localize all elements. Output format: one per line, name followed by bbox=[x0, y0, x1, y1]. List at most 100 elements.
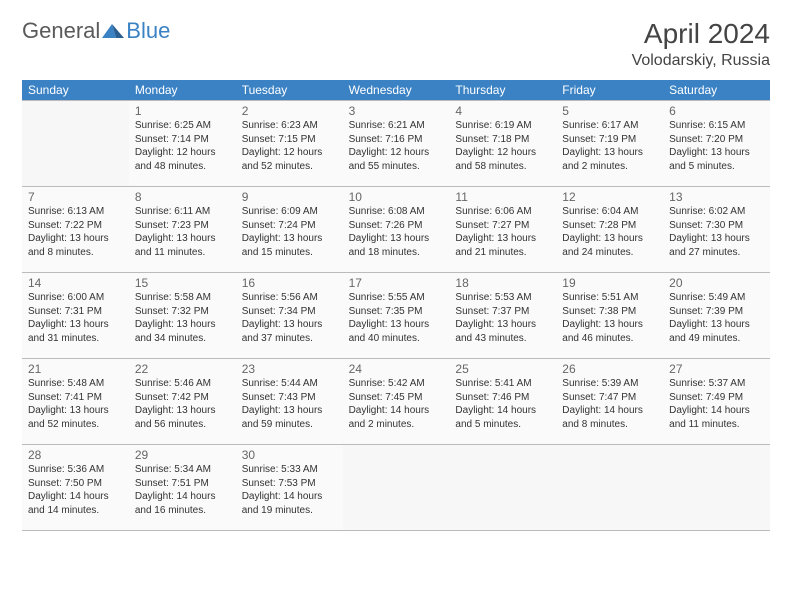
calendar-cell: 21Sunrise: 5:48 AMSunset: 7:41 PMDayligh… bbox=[22, 358, 129, 444]
calendar-cell: 22Sunrise: 5:46 AMSunset: 7:42 PMDayligh… bbox=[129, 358, 236, 444]
day-number: 28 bbox=[28, 448, 123, 462]
day-info: Sunrise: 5:44 AMSunset: 7:43 PMDaylight:… bbox=[242, 377, 337, 431]
weekday-header-cell: Wednesday bbox=[343, 80, 450, 100]
day-info: Sunrise: 6:21 AMSunset: 7:16 PMDaylight:… bbox=[349, 119, 444, 173]
day-info: Sunrise: 6:15 AMSunset: 7:20 PMDaylight:… bbox=[669, 119, 764, 173]
calendar-cell: 29Sunrise: 5:34 AMSunset: 7:51 PMDayligh… bbox=[129, 444, 236, 530]
day-info: Sunrise: 5:51 AMSunset: 7:38 PMDaylight:… bbox=[562, 291, 657, 345]
calendar-cell: 12Sunrise: 6:04 AMSunset: 7:28 PMDayligh… bbox=[556, 186, 663, 272]
day-number: 18 bbox=[455, 276, 550, 290]
calendar-cell: 24Sunrise: 5:42 AMSunset: 7:45 PMDayligh… bbox=[343, 358, 450, 444]
day-info: Sunrise: 6:19 AMSunset: 7:18 PMDaylight:… bbox=[455, 119, 550, 173]
calendar-cell: 8Sunrise: 6:11 AMSunset: 7:23 PMDaylight… bbox=[129, 186, 236, 272]
day-info: Sunrise: 6:25 AMSunset: 7:14 PMDaylight:… bbox=[135, 119, 230, 173]
day-info: Sunrise: 5:55 AMSunset: 7:35 PMDaylight:… bbox=[349, 291, 444, 345]
calendar-cell: 4Sunrise: 6:19 AMSunset: 7:18 PMDaylight… bbox=[449, 100, 556, 186]
day-info: Sunrise: 5:34 AMSunset: 7:51 PMDaylight:… bbox=[135, 463, 230, 517]
day-number: 26 bbox=[562, 362, 657, 376]
day-info: Sunrise: 5:53 AMSunset: 7:37 PMDaylight:… bbox=[455, 291, 550, 345]
logo: General Blue bbox=[22, 18, 170, 44]
day-number: 4 bbox=[455, 104, 550, 118]
day-number: 11 bbox=[455, 190, 550, 204]
logo-text-general: General bbox=[22, 18, 100, 44]
day-number: 22 bbox=[135, 362, 230, 376]
day-number: 7 bbox=[28, 190, 123, 204]
weekday-header-cell: Thursday bbox=[449, 80, 556, 100]
calendar-cell bbox=[556, 444, 663, 530]
day-info: Sunrise: 5:37 AMSunset: 7:49 PMDaylight:… bbox=[669, 377, 764, 431]
calendar-cell: 25Sunrise: 5:41 AMSunset: 7:46 PMDayligh… bbox=[449, 358, 556, 444]
day-number: 24 bbox=[349, 362, 444, 376]
calendar-cell: 11Sunrise: 6:06 AMSunset: 7:27 PMDayligh… bbox=[449, 186, 556, 272]
calendar-cell: 19Sunrise: 5:51 AMSunset: 7:38 PMDayligh… bbox=[556, 272, 663, 358]
weekday-header-cell: Tuesday bbox=[236, 80, 343, 100]
day-number: 20 bbox=[669, 276, 764, 290]
day-number: 25 bbox=[455, 362, 550, 376]
title-block: April 2024 Volodarskiy, Russia bbox=[632, 18, 770, 70]
day-number: 10 bbox=[349, 190, 444, 204]
day-info: Sunrise: 5:42 AMSunset: 7:45 PMDaylight:… bbox=[349, 377, 444, 431]
day-info: Sunrise: 6:04 AMSunset: 7:28 PMDaylight:… bbox=[562, 205, 657, 259]
day-number: 15 bbox=[135, 276, 230, 290]
calendar-cell bbox=[449, 444, 556, 530]
day-number: 16 bbox=[242, 276, 337, 290]
calendar-cell: 1Sunrise: 6:25 AMSunset: 7:14 PMDaylight… bbox=[129, 100, 236, 186]
day-number: 1 bbox=[135, 104, 230, 118]
calendar-cell bbox=[663, 444, 770, 530]
calendar-cell: 30Sunrise: 5:33 AMSunset: 7:53 PMDayligh… bbox=[236, 444, 343, 530]
day-info: Sunrise: 6:23 AMSunset: 7:15 PMDaylight:… bbox=[242, 119, 337, 173]
day-info: Sunrise: 6:11 AMSunset: 7:23 PMDaylight:… bbox=[135, 205, 230, 259]
day-number: 13 bbox=[669, 190, 764, 204]
logo-text-blue: Blue bbox=[126, 18, 170, 44]
calendar-cell: 20Sunrise: 5:49 AMSunset: 7:39 PMDayligh… bbox=[663, 272, 770, 358]
calendar-cell: 7Sunrise: 6:13 AMSunset: 7:22 PMDaylight… bbox=[22, 186, 129, 272]
day-info: Sunrise: 6:17 AMSunset: 7:19 PMDaylight:… bbox=[562, 119, 657, 173]
day-info: Sunrise: 5:49 AMSunset: 7:39 PMDaylight:… bbox=[669, 291, 764, 345]
day-number: 2 bbox=[242, 104, 337, 118]
calendar-cell bbox=[22, 100, 129, 186]
day-info: Sunrise: 6:13 AMSunset: 7:22 PMDaylight:… bbox=[28, 205, 123, 259]
day-info: Sunrise: 6:08 AMSunset: 7:26 PMDaylight:… bbox=[349, 205, 444, 259]
calendar-cell: 17Sunrise: 5:55 AMSunset: 7:35 PMDayligh… bbox=[343, 272, 450, 358]
day-info: Sunrise: 6:02 AMSunset: 7:30 PMDaylight:… bbox=[669, 205, 764, 259]
location: Volodarskiy, Russia bbox=[632, 52, 770, 70]
calendar-cell: 16Sunrise: 5:56 AMSunset: 7:34 PMDayligh… bbox=[236, 272, 343, 358]
calendar-grid: 1Sunrise: 6:25 AMSunset: 7:14 PMDaylight… bbox=[22, 100, 770, 530]
calendar-cell: 23Sunrise: 5:44 AMSunset: 7:43 PMDayligh… bbox=[236, 358, 343, 444]
day-info: Sunrise: 5:58 AMSunset: 7:32 PMDaylight:… bbox=[135, 291, 230, 345]
day-number: 14 bbox=[28, 276, 123, 290]
calendar-cell: 14Sunrise: 6:00 AMSunset: 7:31 PMDayligh… bbox=[22, 272, 129, 358]
day-number: 23 bbox=[242, 362, 337, 376]
calendar-cell: 2Sunrise: 6:23 AMSunset: 7:15 PMDaylight… bbox=[236, 100, 343, 186]
calendar-cell: 3Sunrise: 6:21 AMSunset: 7:16 PMDaylight… bbox=[343, 100, 450, 186]
day-number: 17 bbox=[349, 276, 444, 290]
day-number: 9 bbox=[242, 190, 337, 204]
day-number: 3 bbox=[349, 104, 444, 118]
day-info: Sunrise: 5:48 AMSunset: 7:41 PMDaylight:… bbox=[28, 377, 123, 431]
calendar-cell: 9Sunrise: 6:09 AMSunset: 7:24 PMDaylight… bbox=[236, 186, 343, 272]
day-info: Sunrise: 5:41 AMSunset: 7:46 PMDaylight:… bbox=[455, 377, 550, 431]
day-number: 27 bbox=[669, 362, 764, 376]
month-title: April 2024 bbox=[632, 18, 770, 50]
weekday-header-cell: Monday bbox=[129, 80, 236, 100]
day-info: Sunrise: 5:46 AMSunset: 7:42 PMDaylight:… bbox=[135, 377, 230, 431]
calendar-cell: 18Sunrise: 5:53 AMSunset: 7:37 PMDayligh… bbox=[449, 272, 556, 358]
day-number: 6 bbox=[669, 104, 764, 118]
day-number: 5 bbox=[562, 104, 657, 118]
calendar-cell: 13Sunrise: 6:02 AMSunset: 7:30 PMDayligh… bbox=[663, 186, 770, 272]
calendar-weekday-header: SundayMondayTuesdayWednesdayThursdayFrid… bbox=[22, 80, 770, 100]
logo-triangle-icon bbox=[102, 22, 124, 40]
day-info: Sunrise: 6:00 AMSunset: 7:31 PMDaylight:… bbox=[28, 291, 123, 345]
day-info: Sunrise: 5:36 AMSunset: 7:50 PMDaylight:… bbox=[28, 463, 123, 517]
calendar-cell: 27Sunrise: 5:37 AMSunset: 7:49 PMDayligh… bbox=[663, 358, 770, 444]
day-number: 8 bbox=[135, 190, 230, 204]
weekday-header-cell: Sunday bbox=[22, 80, 129, 100]
day-number: 21 bbox=[28, 362, 123, 376]
day-number: 29 bbox=[135, 448, 230, 462]
weekday-header-cell: Saturday bbox=[663, 80, 770, 100]
calendar-cell: 15Sunrise: 5:58 AMSunset: 7:32 PMDayligh… bbox=[129, 272, 236, 358]
calendar-cell: 6Sunrise: 6:15 AMSunset: 7:20 PMDaylight… bbox=[663, 100, 770, 186]
day-info: Sunrise: 5:33 AMSunset: 7:53 PMDaylight:… bbox=[242, 463, 337, 517]
day-number: 12 bbox=[562, 190, 657, 204]
header: General Blue April 2024 Volodarskiy, Rus… bbox=[22, 18, 770, 70]
